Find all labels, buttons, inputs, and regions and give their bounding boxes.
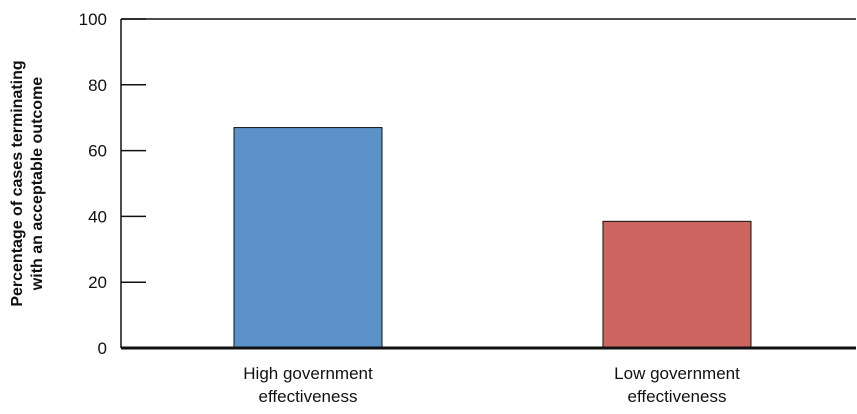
x-axis-category-labels: High government effectiveness Low governme… <box>243 364 740 406</box>
y-tick-label-100: 100 <box>79 10 107 29</box>
y-tick-label-20: 20 <box>88 273 107 292</box>
y-axis-label-line-1: Percentage of cases terminating <box>9 60 26 306</box>
y-tick-label-80: 80 <box>88 76 107 95</box>
category-label-2-line-2: effectiveness <box>628 387 727 406</box>
bar-1 <box>233 127 383 349</box>
category-label-1-line-2: effectiveness <box>259 387 358 406</box>
category-label-1-line-1: High government <box>243 364 373 383</box>
category-label-2-line-1: Low government <box>614 364 740 383</box>
bar-2 <box>602 220 752 349</box>
y-axis-label-line-2: with an acceptable outcome <box>29 77 46 291</box>
y-tick-label-40: 40 <box>88 207 107 226</box>
bars <box>233 127 752 349</box>
y-axis-ticks: 0 20 40 60 80 100 <box>79 10 146 358</box>
y-axis-label: Percentage of cases terminating with an a… <box>9 60 46 306</box>
y-tick-label-60: 60 <box>88 142 107 161</box>
y-tick-label-0: 0 <box>98 339 107 358</box>
